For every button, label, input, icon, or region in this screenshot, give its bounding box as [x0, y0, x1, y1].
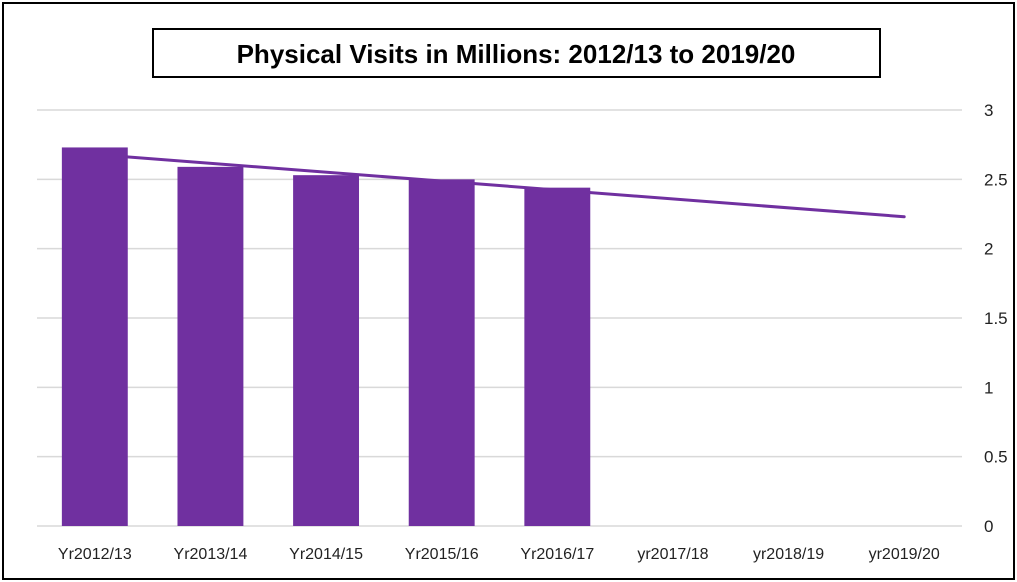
y-tick-label: 2.5 [984, 170, 1008, 189]
x-tick-label: Yr2013/14 [174, 546, 248, 563]
x-tick-label: Yr2012/13 [58, 546, 132, 563]
bar [293, 175, 360, 526]
bars [61, 147, 591, 527]
x-tick-label: Yr2015/16 [405, 546, 479, 563]
x-tick-label: Yr2016/17 [520, 546, 594, 563]
y-tick-label: 1 [984, 378, 993, 397]
trendline [93, 152, 906, 219]
gridlines [37, 109, 962, 527]
bar [61, 147, 128, 526]
bar [408, 179, 475, 527]
x-tick-label: yr2017/18 [637, 546, 708, 563]
bar [177, 166, 244, 526]
y-tick-label: 1.5 [984, 309, 1008, 328]
y-tick-label: 0 [984, 517, 993, 536]
x-axis-ticks: Yr2012/13 Yr2013/14 Yr2014/15 Yr2015/16 Yr20… [58, 546, 940, 563]
bar [524, 187, 591, 527]
chart-title: Physical Visits in Millions: 2012/13 to … [237, 39, 796, 69]
y-axis-ticks: 0 0.5 1 1.5 2 2.5 3 [984, 101, 1008, 536]
chart-title-box: Physical Visits in Millions: 2012/13 to … [152, 28, 881, 78]
x-tick-label: Yr2014/15 [289, 546, 363, 563]
trendline-layer [93, 152, 906, 219]
y-tick-label: 3 [984, 101, 993, 120]
title-border [152, 28, 881, 78]
y-tick-label: 2 [984, 240, 993, 259]
x-tick-label: yr2019/20 [869, 546, 940, 563]
x-tick-label: yr2018/19 [753, 546, 824, 563]
y-tick-label: 0.5 [984, 448, 1008, 467]
